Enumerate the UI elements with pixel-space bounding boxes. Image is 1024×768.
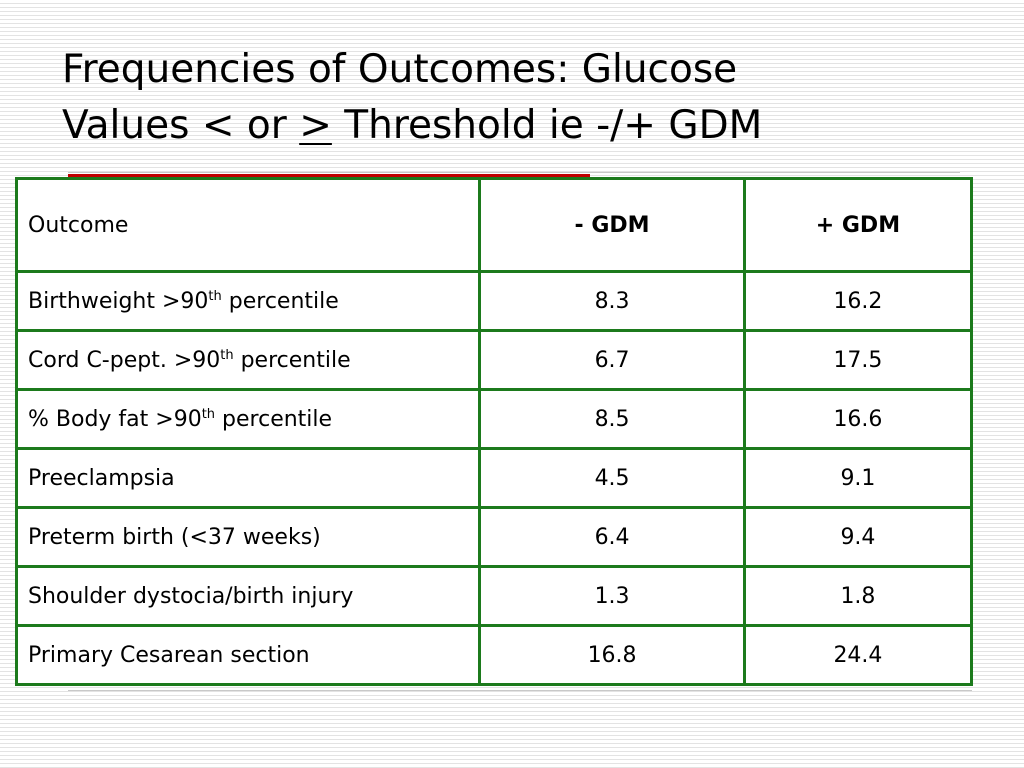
table-row: Shoulder dystocia/birth injury 1.3 1.8 bbox=[14, 565, 974, 627]
negative-gdm-value: 4.5 bbox=[478, 447, 746, 509]
outcome-cell: Birthweight >90th percentile bbox=[14, 270, 482, 332]
title-line-2: Values < or > Threshold ie -/+ GDM bbox=[62, 98, 1002, 154]
outcome-label-suffix: percentile bbox=[215, 406, 333, 432]
outcome-label: Primary Cesarean section bbox=[14, 624, 482, 686]
outcome-label: % Body fat >90 bbox=[28, 406, 202, 432]
outcomes-table: Outcome - GDM + GDM Birthweight >90th pe… bbox=[14, 177, 974, 686]
table-row: Primary Cesarean section 16.8 24.4 bbox=[14, 624, 974, 686]
outcome-label: Preterm birth (<37 weeks) bbox=[14, 506, 482, 568]
negative-gdm-value: 1.3 bbox=[478, 565, 746, 627]
positive-gdm-value: 17.5 bbox=[742, 329, 974, 391]
negative-gdm-value: 6.7 bbox=[478, 329, 746, 391]
title-line-2-end: Threshold ie -/+ GDM bbox=[331, 103, 763, 148]
title-line-2-start: Values < or bbox=[62, 103, 300, 148]
table-row: Cord C-pept. >90th percentile 6.7 17.5 bbox=[14, 329, 974, 391]
header-outcome: Outcome bbox=[14, 177, 482, 273]
outcome-label-suffix: percentile bbox=[221, 288, 339, 314]
table-row: Birthweight >90th percentile 8.3 16.2 bbox=[14, 270, 974, 332]
negative-gdm-value: 8.5 bbox=[478, 388, 746, 450]
outcome-label: Birthweight >90 bbox=[28, 288, 209, 314]
positive-gdm-value: 16.2 bbox=[742, 270, 974, 332]
header-positive-gdm: + GDM bbox=[742, 177, 974, 273]
table-row: Preterm birth (<37 weeks) 6.4 9.4 bbox=[14, 506, 974, 568]
outcome-cell: % Body fat >90th percentile bbox=[14, 388, 482, 450]
outcome-label: Preeclampsia bbox=[14, 447, 482, 509]
title-divider bbox=[68, 172, 960, 173]
slide-title: Frequencies of Outcomes: Glucose Values … bbox=[62, 42, 1002, 154]
positive-gdm-value: 9.1 bbox=[742, 447, 974, 509]
ordinal-suffix: th bbox=[208, 288, 222, 304]
outcome-label: Cord C-pept. >90 bbox=[28, 347, 221, 373]
bottom-divider bbox=[68, 690, 972, 691]
greater-or-equal-symbol: > bbox=[299, 103, 332, 148]
header-negative-gdm: - GDM bbox=[478, 177, 746, 273]
positive-gdm-value: 16.6 bbox=[742, 388, 974, 450]
outcome-label-suffix: percentile bbox=[233, 347, 351, 373]
positive-gdm-value: 24.4 bbox=[742, 624, 974, 686]
negative-gdm-value: 8.3 bbox=[478, 270, 746, 332]
outcome-label: Shoulder dystocia/birth injury bbox=[14, 565, 482, 627]
negative-gdm-value: 16.8 bbox=[478, 624, 746, 686]
table-row: Preeclampsia 4.5 9.1 bbox=[14, 447, 974, 509]
ordinal-suffix: th bbox=[201, 406, 216, 422]
negative-gdm-value: 6.4 bbox=[478, 506, 746, 568]
positive-gdm-value: 1.8 bbox=[742, 565, 974, 627]
outcome-cell: Cord C-pept. >90th percentile bbox=[14, 329, 482, 391]
positive-gdm-value: 9.4 bbox=[742, 506, 974, 568]
table-row: % Body fat >90th percentile 8.5 16.6 bbox=[14, 388, 974, 450]
ordinal-suffix: th bbox=[220, 347, 234, 363]
table-header-row: Outcome - GDM + GDM bbox=[14, 177, 974, 273]
title-line-1: Frequencies of Outcomes: Glucose bbox=[62, 47, 738, 92]
